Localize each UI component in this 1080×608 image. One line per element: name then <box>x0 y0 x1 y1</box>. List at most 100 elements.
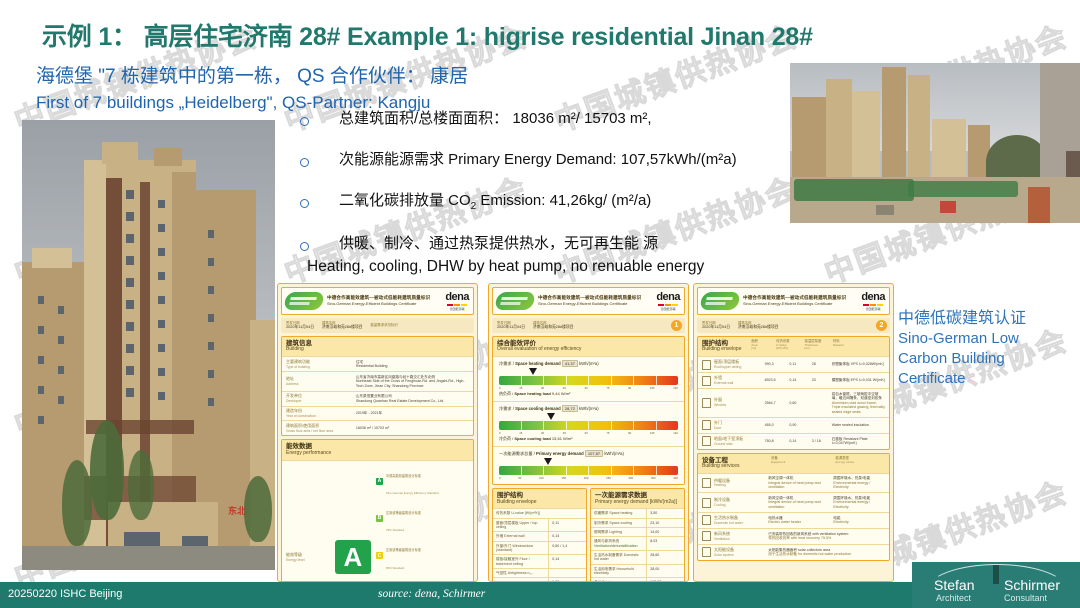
meta-issued: 签发日期 2020年11月04日 <box>286 321 314 330</box>
gauge-primary-energy-demand: 一次能源需求总量 / Primary energy demand 107,57 … <box>493 446 684 484</box>
certificate-header-cn: 中德合作高能效建筑—被动式低能耗建筑质量标识 <box>743 295 847 301</box>
section-header: 一次能源需求数据 Primary energy demand [kWh/(m2a… <box>591 489 684 509</box>
bullet-circle-icon <box>300 242 309 251</box>
green-netting <box>794 179 914 201</box>
bg-building-left-top <box>32 248 72 268</box>
section-building-info: 建筑信息 Building 主要建筑功能 Type of building 住宅… <box>281 336 474 437</box>
certificate-header-cn: 中德合作高能效建筑—被动式低能耗建筑质量标识 <box>327 295 431 301</box>
bullet-text: 总建筑面积/总楼面面积： 18036 m²/ 15703 m², <box>339 110 652 127</box>
roof-icon <box>702 359 711 370</box>
table-row: 外窗/外门 Window/door (standard) 0,60 / 1,4 <box>493 540 586 555</box>
tables-row: 围护结构 Building envelope 传热系数 U-value [W/(… <box>492 488 685 581</box>
page-title: 示例 1： 高层住宅济南 28# Example 1: higrise resi… <box>42 23 813 51</box>
gauge-ticks: 0 50 100 150 200 250 300 350 400 <box>499 476 678 481</box>
bullet-text: 供暖、制冷、通过热泵提供热水，无可再生能 源 <box>339 235 659 252</box>
table-row: 楼板/接触室外 Floor / basement ceiling 0,14 <box>493 554 586 568</box>
dena-wordmark: dena <box>656 290 680 303</box>
row-label: 建筑面积/使用面积 Gross floor area / net floor a… <box>286 422 334 433</box>
section-header: 设备工程 Building services 设备 Equipment 能源类型… <box>698 453 889 473</box>
bg-tower <box>908 75 930 193</box>
certificate-header: 中德合作高能效建筑—被动式低能耗建筑质量标识 Sino-German Energ… <box>697 287 890 315</box>
scale-item: B 达到该等级建筑设计标准 75% Standard <box>375 510 421 533</box>
meta-project: 建筑名称 济南汉峪和苑28#楼项目 <box>322 321 363 330</box>
ground-icon <box>702 436 711 447</box>
scale-grade-c: C <box>375 552 383 560</box>
section-title-cn: 建筑信息 <box>286 340 312 347</box>
scale-item: D 达到该等级建筑设计标准50% Standard <box>376 575 469 581</box>
caption-cn: 中德低碳建筑认证 <box>898 310 1027 327</box>
table-row: 制冷设备 Cooling 新风空调一体机 Integral device of … <box>698 492 889 511</box>
scale-grade-b: B <box>375 514 383 522</box>
meta-value: 济南汉峪和苑28#楼项目 <box>322 325 363 330</box>
ground <box>22 546 275 570</box>
table-row: 生活用电需求 Household electricity 28,00 <box>591 563 684 578</box>
meta-key: 建筑名称 <box>322 321 336 326</box>
dena-sub: 德国能源署 <box>865 306 881 311</box>
caption-en-1: Sino-German Low <box>898 330 1019 348</box>
gauge-marker-icon <box>529 368 538 376</box>
gauge-value: 41,37 <box>561 360 578 368</box>
table-row: 外墙 External wall 0,14 <box>493 531 586 541</box>
heating-summary-line: Heating, cooling, DHW by heat pump, no r… <box>307 258 705 275</box>
presenter-logo: Stefan Schirmer Architect Consultant <box>912 562 1080 608</box>
table-row: 总计 Total107,57 <box>591 577 684 581</box>
certificate-page-2[interactable]: 中德合作高能效建筑—被动式低能耗建筑质量标识 Sino-German Energ… <box>488 283 689 582</box>
site-container <box>1028 187 1050 223</box>
energy-level-label: 能效等级 Energy level <box>286 551 305 562</box>
page-number-badge: 2 <box>876 320 887 331</box>
certificate-header-en: Sino-German Energy-Efficient Buildings C… <box>327 301 417 307</box>
list-item: 总建筑面积/总楼面面积： 18036 m²/ 15703 m², <box>300 110 900 129</box>
bg-tower <box>882 67 906 193</box>
section-header: 综合能效评价 Overall evaluation of energy effi… <box>493 337 684 357</box>
section-building-envelope: 围护结构 Building envelope 面积 Area [m²] 传热系数… <box>697 336 890 450</box>
heating-icon <box>702 478 711 489</box>
table-row: 开发单位 Developer 山东泉恒置业有限公司 Shandong Quanh… <box>282 390 473 406</box>
row-label: 建造年份 Year of construction <box>286 408 316 418</box>
certificate-caption: 中德低碳建筑认证 Sino-German Low Carbon Building… <box>898 308 1026 389</box>
logo-role-1: Architect <box>936 593 972 603</box>
col-head-area: 面积 Area [m²] <box>751 339 759 351</box>
gauge-marker-icon <box>547 413 556 421</box>
dena-wordmark: dena <box>861 290 885 303</box>
table-row: 屋面/顶层楼板 Upper / top ceiling 0,11 <box>493 517 586 532</box>
certificate-header-en: Sino-German Energy-Efficient Buildings C… <box>538 301 628 307</box>
hotwater-icon <box>702 515 711 526</box>
table-row: n₅₀0,32 <box>493 577 586 581</box>
scale-item: C 达到该等级建筑设计标准 65% Standard <box>375 547 421 570</box>
section-overall-evaluation: 综合能效评价 Overall evaluation of energy effi… <box>492 336 685 486</box>
certificate-page-3[interactable]: 中德合作高能效建筑—被动式低能耗建筑质量标识 Sino-German Energ… <box>693 283 894 582</box>
section-title-en: Overall evaluation of energy efficiency <box>497 346 582 353</box>
certificate-page-1[interactable]: 中德合作高能效建筑—被动式低能耗建筑质量标识 Sino-German Energ… <box>277 283 478 582</box>
meta-issued: 签发日期 2020年11月04日 <box>497 321 526 330</box>
section-title-cn: 能效数据 <box>286 443 312 451</box>
meta-issued: 签发日期 2020年11月04日 <box>702 321 731 330</box>
meta-key: 能量需求状况标识 <box>370 323 398 328</box>
section-header: 建筑信息 Building <box>282 337 473 357</box>
table-row: 供暖需求 Space heating 3,50 <box>591 508 684 518</box>
table-row: 屋面/顶层楼板 Roof/upper ceiling 990,3 0,11 28… <box>698 356 889 372</box>
tree <box>128 450 154 520</box>
scale-grade-a: A <box>375 477 383 485</box>
list-item: 次能源能源需求 Primary Energy Demand: 107,57kWh… <box>300 151 900 170</box>
col-head-uvalue: 传热系数 U-Value [W/(m²K)] <box>776 339 790 351</box>
tree <box>90 420 124 520</box>
section-building-envelope: 围护结构 Building envelope 传热系数 U-value [W/(… <box>492 488 587 581</box>
row-value: 2019年 - 2021年 <box>355 411 383 416</box>
table-row: 供暖设备 Heating 新风空调一体机 Integral device of … <box>698 472 889 492</box>
certificate-header-cn: 中德合作高能效建筑—被动式低能耗建筑质量标识 <box>538 295 642 301</box>
tower-crown-a <box>102 142 138 164</box>
list-item: 供暖、制冷、通过热泵提供热水，无可再生能 源 <box>300 235 900 254</box>
table-row: 外窗 Window 2564,7 0,60 铝包木窗框，三玻两腔中空玻璃，暖边间… <box>698 388 889 416</box>
gauge-bar <box>499 421 678 431</box>
gauge-bar <box>499 466 678 476</box>
bullet-circle-icon <box>300 117 309 126</box>
bullet-text: 二氧化碳排放量 CO2 Emission: 41,26kg/ (m²/a) <box>339 192 651 214</box>
caption-en-2: Carbon Building <box>898 350 1005 368</box>
certificate-header: 中德合作高能效建筑—被动式低能耗建筑质量标识 Sino-German Energ… <box>281 287 474 315</box>
gauge-ticks: 0 15 30 45 60 75 90 105 120 <box>499 431 678 436</box>
dena-bars-icon <box>656 303 680 306</box>
page-subtitle: 海德堡 "7 栋建筑中的第一栋， QS 合作伙伴： 康居 First of 7 … <box>36 64 468 115</box>
bg-tower <box>826 79 852 193</box>
footer-source-text: source: dena, Schirmer <box>378 588 486 600</box>
